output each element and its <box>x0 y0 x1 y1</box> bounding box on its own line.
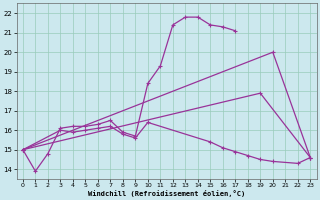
X-axis label: Windchill (Refroidissement éolien,°C): Windchill (Refroidissement éolien,°C) <box>88 190 245 197</box>
